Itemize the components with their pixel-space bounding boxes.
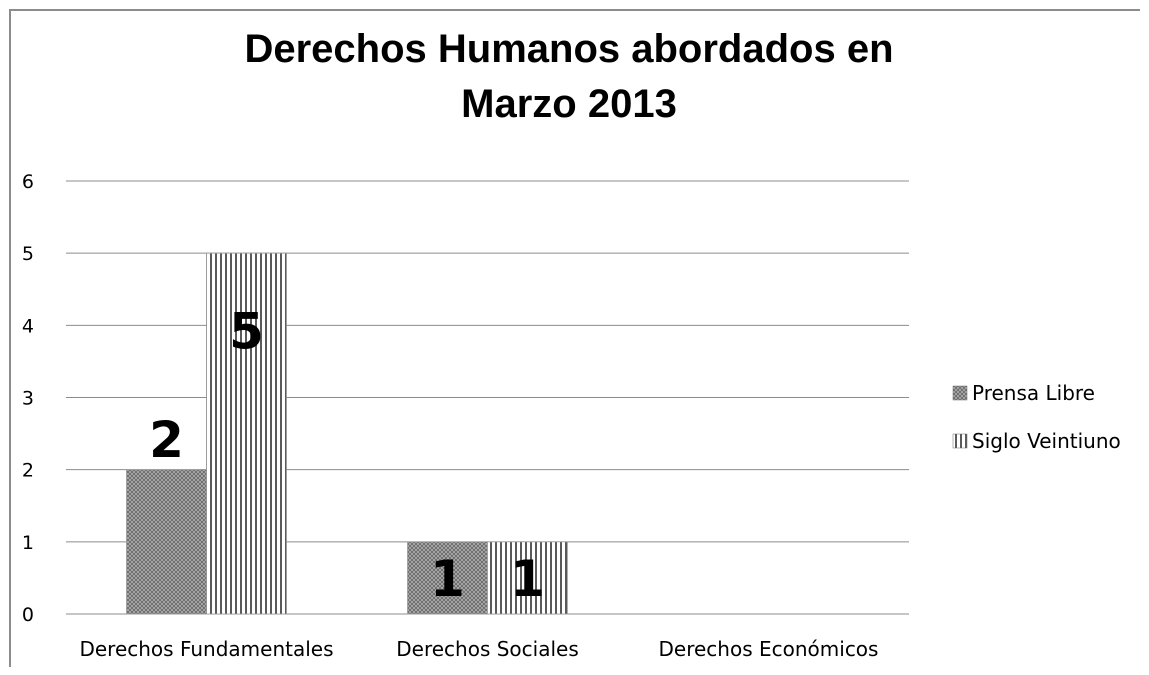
data-label-prensa-libre-derechos-sociales: 1 [430,550,465,608]
y-tick-label-2: 2 [22,460,34,482]
x-category-derechos-economicos: Derechos Económicos [659,637,879,661]
data-label-prensa-libre-derechos-fundamentales: 2 [149,411,184,469]
chart-frame [9,9,1140,667]
legend-swatch-prensa-libre [952,385,968,401]
data-label-siglo-veintiuno-derechos-sociales: 1 [510,550,545,608]
y-tick-label-4: 4 [22,315,34,337]
y-tick-label-3: 3 [22,388,34,410]
legend-label-siglo-veintiuno: Siglo Veintiuno [972,429,1121,453]
legend-swatch-siglo-veintiuno [952,433,968,449]
legend-label-prensa-libre: Prensa Libre [972,381,1095,405]
y-tick-label-5: 5 [22,243,34,265]
bar-prensa-libre-derechos-sociales [407,541,488,615]
bar-prensa-libre-derechos-fundamentales [126,469,207,615]
data-labels: 25 1 1 [149,303,545,608]
bar-siglo-veintiuno-derechos-fundamentales [206,252,287,615]
chart-title-line-1: Derechos Humanos abordados en [244,27,893,71]
y-tick-label-1: 1 [22,532,34,554]
bar-siglo-veintiuno-derechos-sociales [487,541,568,615]
y-axis-ticks: 0 1 2 3 4 5 6 [22,171,34,626]
chart-title-line-2: Marzo 2013 [461,82,677,126]
y-tick-label-6: 6 [22,171,34,193]
data-label-siglo-veintiuno-derechos-fundamentales: 5 [229,303,264,361]
bars [126,252,568,615]
x-category-derechos-sociales: Derechos Sociales [396,637,579,661]
legend: Prensa Libre Siglo Veintiuno [952,381,1121,453]
y-tick-label-0: 0 [22,604,34,626]
x-category-derechos-fundamentales: Derechos Fundamentales [79,637,333,661]
x-axis-categories: Derechos Fundamentales Derechos Sociales D… [79,637,878,661]
